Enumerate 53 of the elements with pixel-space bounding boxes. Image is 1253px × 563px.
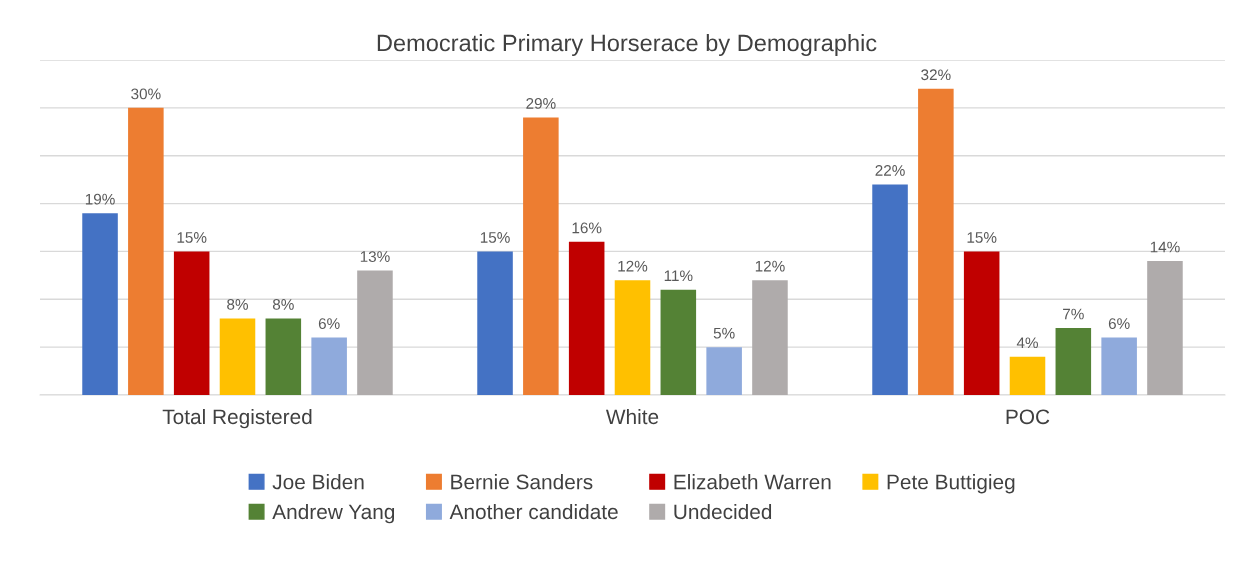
- bar: [265, 318, 302, 395]
- legend-label: Elizabeth Warren: [674, 474, 831, 490]
- bar: [311, 337, 347, 395]
- data-label: 16%: [572, 222, 602, 234]
- x-tick-label: POC: [1006, 409, 1050, 425]
- data-label: 4%: [1016, 337, 1038, 349]
- bar: [872, 184, 908, 395]
- data-label: 22%: [875, 165, 905, 176]
- bar: [1009, 356, 1046, 395]
- data-label: 15%: [480, 232, 510, 243]
- x-tick-label: Total Registered: [162, 408, 312, 429]
- data-label: 14%: [1150, 241, 1180, 253]
- data-label: 13%: [360, 251, 390, 262]
- bar: [1147, 261, 1183, 395]
- bar: [660, 289, 697, 395]
- data-label: 12%: [755, 260, 785, 272]
- bar: [219, 318, 256, 395]
- bar: [963, 251, 1000, 395]
- legend-label: Another candidate: [449, 503, 618, 520]
- legend-label: Undecided: [674, 503, 772, 520]
- bar: [918, 88, 954, 395]
- data-label: 32%: [921, 69, 951, 81]
- bar: [477, 251, 513, 395]
- bar: [752, 280, 788, 395]
- legend-label: Joe Biden: [272, 474, 364, 490]
- data-label: 19%: [85, 193, 115, 205]
- legend-label: Andrew Yang: [272, 503, 395, 524]
- bar: [523, 117, 559, 395]
- bar: [706, 347, 742, 395]
- bar: [357, 270, 393, 395]
- data-label: 15%: [967, 232, 997, 243]
- chart-title: Democratic Primary Horserace by Demographic: [377, 34, 877, 56]
- data-label: 6%: [318, 318, 340, 329]
- data-label: 12%: [618, 260, 648, 272]
- legend-label: Bernie Sanders: [451, 474, 593, 490]
- data-label: 11%: [664, 270, 693, 282]
- data-label: 15%: [177, 232, 207, 243]
- bar: [614, 280, 651, 395]
- data-label: 8%: [272, 299, 294, 310]
- bar: [568, 241, 605, 395]
- bar: [82, 213, 118, 395]
- data-label: 8%: [227, 299, 248, 310]
- data-label: 30%: [131, 88, 161, 100]
- x-tick-label: White: [605, 408, 659, 425]
- legend-label: Pete Buttigieg: [887, 474, 1015, 494]
- bar: [128, 107, 164, 395]
- data-label: 6%: [1108, 318, 1130, 329]
- data-label: 29%: [526, 98, 556, 109]
- bar: [173, 251, 210, 395]
- bar: [1055, 328, 1092, 395]
- bar: [1101, 337, 1137, 395]
- data-label: 5%: [713, 327, 735, 339]
- data-label: 7%: [1063, 308, 1084, 320]
